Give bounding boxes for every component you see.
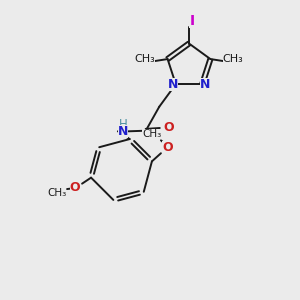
Text: CH₃: CH₃ bbox=[223, 54, 243, 64]
Text: CH₃: CH₃ bbox=[47, 188, 66, 198]
Text: O: O bbox=[162, 141, 173, 154]
Text: CH₃: CH₃ bbox=[142, 129, 162, 139]
Text: I: I bbox=[189, 14, 195, 28]
Text: N: N bbox=[200, 78, 210, 91]
Text: N: N bbox=[168, 78, 178, 91]
Text: O: O bbox=[163, 121, 174, 134]
Text: CH₃: CH₃ bbox=[135, 54, 155, 64]
Text: O: O bbox=[70, 181, 80, 194]
Text: N: N bbox=[118, 125, 128, 138]
Text: H: H bbox=[119, 118, 128, 131]
